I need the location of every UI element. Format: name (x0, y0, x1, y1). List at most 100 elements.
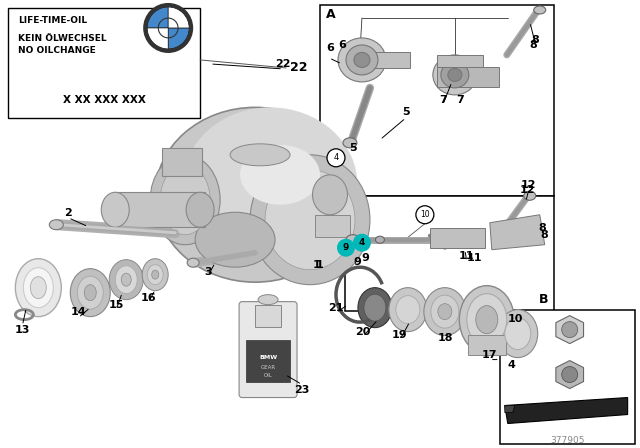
Ellipse shape (258, 295, 278, 305)
Text: 23: 23 (294, 384, 310, 395)
Text: 377905: 377905 (550, 436, 585, 445)
Text: LIFE-TIME-OIL: LIFE-TIME-OIL (19, 16, 88, 25)
Text: 4: 4 (508, 360, 516, 370)
Text: 9: 9 (361, 253, 369, 263)
Bar (437, 55, 483, 67)
Text: 16: 16 (140, 293, 156, 303)
Ellipse shape (438, 304, 452, 319)
Text: 8: 8 (532, 35, 540, 45)
Text: 12: 12 (521, 180, 536, 190)
Ellipse shape (23, 268, 53, 308)
Ellipse shape (150, 155, 220, 245)
Text: GEAR: GEAR (260, 365, 276, 370)
Text: 6: 6 (326, 43, 334, 53)
Polygon shape (505, 397, 628, 423)
Text: 8: 8 (539, 223, 547, 233)
Ellipse shape (160, 165, 210, 235)
Text: 2: 2 (65, 208, 72, 218)
Text: KEIN ÖLWECHSEL: KEIN ÖLWECHSEL (19, 34, 107, 43)
Text: 7: 7 (439, 95, 447, 105)
Bar (315, 215, 350, 237)
Text: 8: 8 (530, 40, 538, 50)
Text: 1: 1 (313, 260, 321, 270)
Circle shape (416, 206, 434, 224)
Ellipse shape (424, 288, 466, 336)
Ellipse shape (187, 258, 199, 267)
Ellipse shape (49, 220, 63, 230)
Ellipse shape (265, 170, 355, 270)
Text: 10: 10 (508, 314, 523, 323)
Text: 3: 3 (204, 267, 212, 277)
Circle shape (562, 322, 578, 338)
Bar (430, 228, 485, 248)
Ellipse shape (376, 236, 385, 243)
Circle shape (562, 366, 578, 383)
Text: OIL: OIL (264, 373, 273, 378)
Ellipse shape (460, 286, 515, 353)
Bar (437, 67, 499, 87)
Ellipse shape (354, 52, 370, 67)
Text: 14: 14 (70, 306, 86, 317)
Bar (115, 192, 205, 227)
Polygon shape (505, 405, 515, 413)
Polygon shape (556, 361, 584, 388)
Circle shape (353, 234, 371, 252)
Ellipse shape (115, 266, 137, 293)
Bar (255, 305, 281, 327)
Ellipse shape (364, 294, 386, 321)
Ellipse shape (186, 192, 214, 227)
Text: 12: 12 (520, 185, 536, 195)
Ellipse shape (346, 45, 378, 75)
Text: 5: 5 (402, 107, 410, 117)
Ellipse shape (433, 55, 477, 95)
Circle shape (337, 239, 355, 257)
Ellipse shape (467, 293, 507, 345)
Ellipse shape (195, 212, 275, 267)
Ellipse shape (505, 318, 531, 349)
Bar (350, 52, 410, 68)
Wedge shape (168, 28, 189, 49)
Text: 9: 9 (353, 257, 361, 267)
Bar (8, 8, 200, 118)
Text: 7: 7 (456, 95, 464, 105)
Text: 4: 4 (359, 238, 365, 247)
Polygon shape (556, 316, 584, 344)
Text: NO OILCHANGE: NO OILCHANGE (19, 46, 96, 55)
Text: BMW: BMW (259, 355, 277, 360)
Text: 19: 19 (392, 330, 408, 340)
Text: 11: 11 (467, 253, 483, 263)
Wedge shape (168, 7, 189, 28)
Text: 17: 17 (482, 349, 497, 360)
Text: 1: 1 (316, 260, 324, 270)
Text: 11: 11 (459, 251, 475, 261)
Ellipse shape (448, 69, 462, 82)
Ellipse shape (358, 288, 392, 327)
Text: 5: 5 (349, 143, 356, 153)
Ellipse shape (431, 295, 459, 328)
Text: 20: 20 (355, 327, 371, 336)
Circle shape (327, 149, 345, 167)
Ellipse shape (441, 62, 469, 88)
Circle shape (144, 4, 192, 52)
FancyBboxPatch shape (239, 302, 297, 397)
Bar (468, 335, 506, 354)
Ellipse shape (77, 276, 103, 309)
Ellipse shape (155, 108, 355, 282)
Text: 22: 22 (275, 59, 291, 69)
Ellipse shape (230, 144, 290, 166)
Ellipse shape (84, 284, 96, 301)
Ellipse shape (343, 138, 357, 148)
Text: 18: 18 (438, 332, 454, 343)
Ellipse shape (147, 265, 163, 284)
Ellipse shape (121, 273, 131, 286)
Ellipse shape (101, 192, 129, 227)
Text: 6: 6 (338, 40, 346, 50)
Text: 13: 13 (15, 325, 30, 335)
Ellipse shape (109, 260, 143, 300)
Bar (320, 5, 554, 196)
Ellipse shape (389, 288, 427, 332)
Text: A: A (326, 8, 335, 21)
Ellipse shape (152, 270, 159, 279)
Ellipse shape (396, 296, 420, 323)
Ellipse shape (312, 175, 348, 215)
